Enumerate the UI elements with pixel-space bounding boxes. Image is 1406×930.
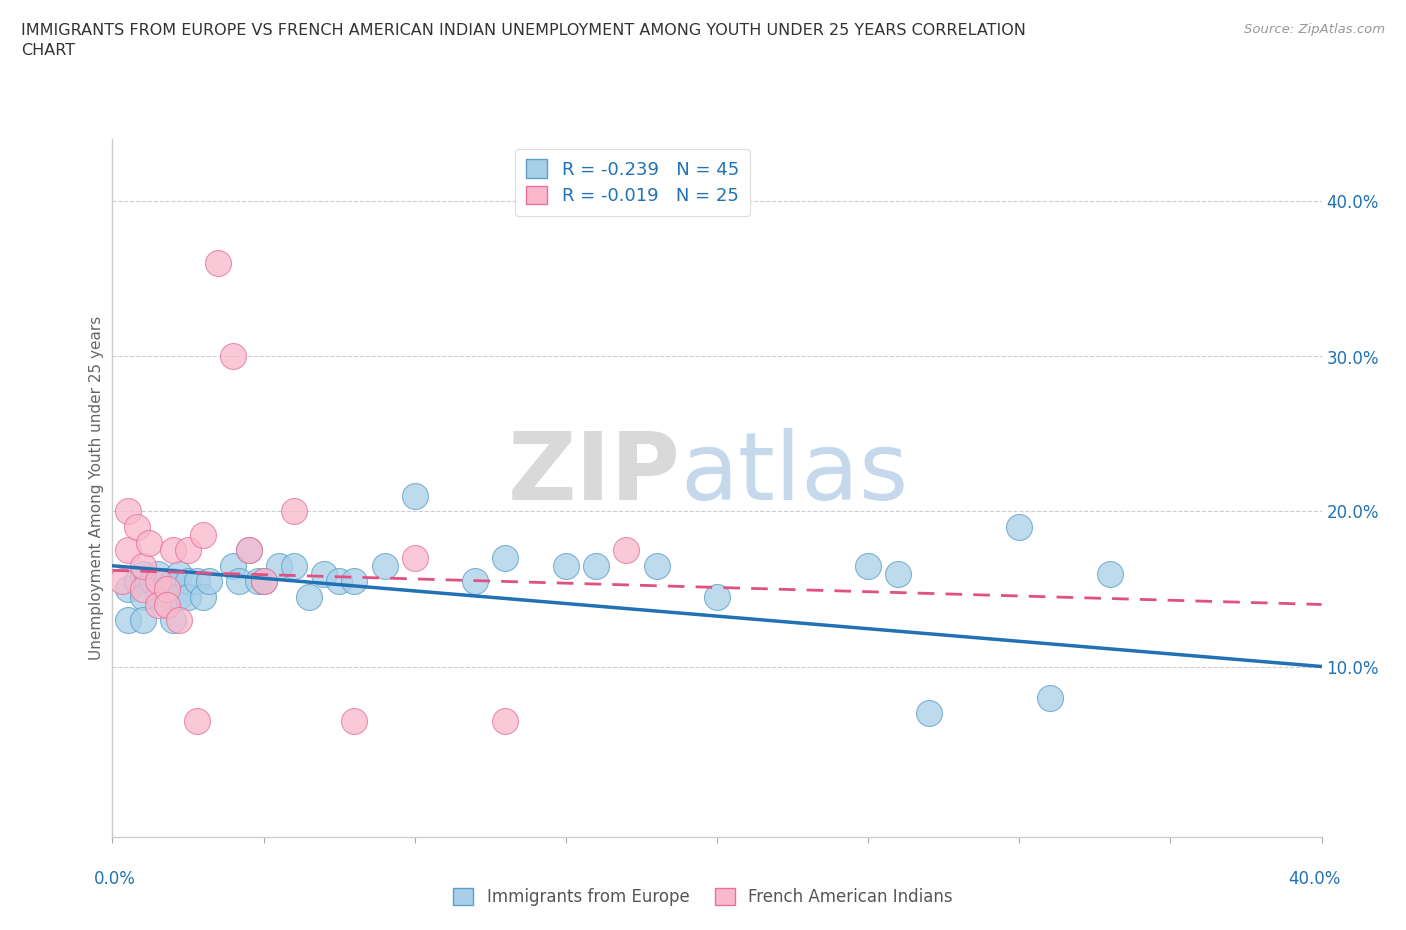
Point — [162, 574, 184, 589]
Point — [167, 613, 190, 628]
Point — [141, 574, 163, 589]
Point — [117, 613, 139, 628]
Point — [186, 713, 208, 728]
Point — [246, 574, 269, 589]
Point — [186, 574, 208, 589]
Point — [132, 558, 155, 573]
Point — [167, 566, 190, 581]
Text: IMMIGRANTS FROM EUROPE VS FRENCH AMERICAN INDIAN UNEMPLOYMENT AMONG YOUTH UNDER : IMMIGRANTS FROM EUROPE VS FRENCH AMERICA… — [21, 23, 1026, 58]
Point — [125, 574, 148, 589]
Point — [191, 590, 214, 604]
Point — [343, 713, 366, 728]
Point — [146, 590, 169, 604]
Point — [645, 558, 668, 573]
Point — [495, 551, 517, 565]
Point — [146, 566, 169, 581]
Point — [110, 574, 132, 589]
Y-axis label: Unemployment Among Youth under 25 years: Unemployment Among Youth under 25 years — [89, 316, 104, 660]
Point — [117, 543, 139, 558]
Point — [138, 535, 160, 550]
Point — [228, 574, 250, 589]
Point — [156, 597, 179, 612]
Point — [1038, 690, 1062, 705]
Point — [374, 558, 396, 573]
Point — [343, 574, 366, 589]
Point — [222, 558, 245, 573]
Text: atlas: atlas — [681, 429, 910, 520]
Point — [918, 706, 941, 721]
Point — [177, 574, 200, 589]
Legend: R = -0.239   N = 45, R = -0.019   N = 25: R = -0.239 N = 45, R = -0.019 N = 25 — [515, 149, 749, 216]
Point — [404, 488, 426, 503]
Point — [328, 574, 350, 589]
Point — [156, 581, 179, 596]
Point — [706, 590, 728, 604]
Text: 0.0%: 0.0% — [94, 870, 136, 888]
Point — [132, 590, 155, 604]
Point — [117, 504, 139, 519]
Point — [267, 558, 290, 573]
Point — [132, 613, 155, 628]
Point — [495, 713, 517, 728]
Point — [238, 543, 260, 558]
Point — [156, 574, 179, 589]
Point — [132, 581, 155, 596]
Point — [162, 543, 184, 558]
Point — [283, 558, 305, 573]
Point — [125, 520, 148, 535]
Point — [283, 504, 305, 519]
Point — [1008, 520, 1031, 535]
Text: ZIP: ZIP — [508, 429, 681, 520]
Point — [585, 558, 607, 573]
Point — [177, 590, 200, 604]
Point — [146, 597, 169, 612]
Point — [314, 566, 336, 581]
Point — [464, 574, 486, 589]
Text: Source: ZipAtlas.com: Source: ZipAtlas.com — [1244, 23, 1385, 36]
Point — [191, 527, 214, 542]
Point — [404, 551, 426, 565]
Text: 40.0%: 40.0% — [1288, 870, 1341, 888]
Point — [856, 558, 880, 573]
Point — [887, 566, 910, 581]
Point — [156, 597, 179, 612]
Point — [198, 574, 221, 589]
Point — [132, 566, 155, 581]
Point — [146, 574, 169, 589]
Point — [253, 574, 276, 589]
Point — [162, 613, 184, 628]
Point — [554, 558, 576, 573]
Point — [207, 256, 229, 271]
Point — [616, 543, 638, 558]
Point — [167, 590, 190, 604]
Point — [177, 543, 200, 558]
Point — [253, 574, 276, 589]
Legend: Immigrants from Europe, French American Indians: Immigrants from Europe, French American … — [447, 881, 959, 912]
Point — [298, 590, 321, 604]
Point — [1098, 566, 1121, 581]
Point — [222, 349, 245, 364]
Point — [238, 543, 260, 558]
Point — [117, 581, 139, 596]
